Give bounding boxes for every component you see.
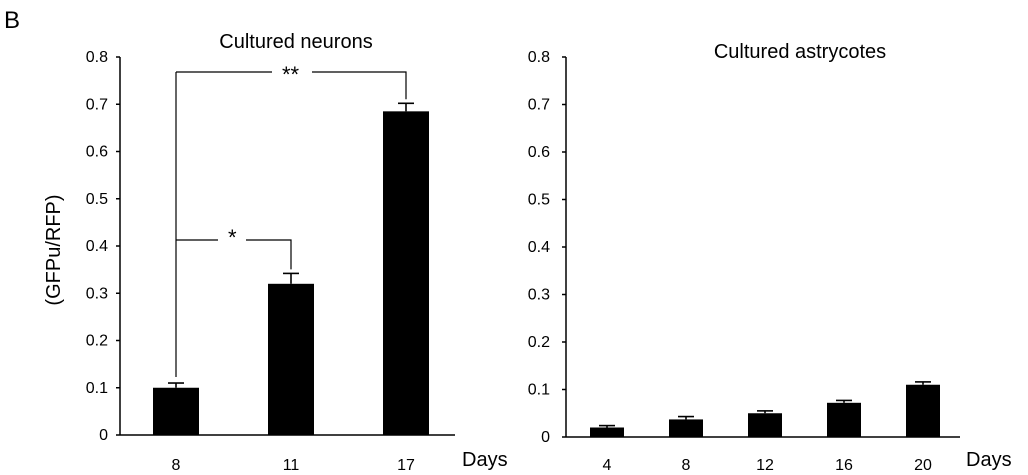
bar bbox=[748, 413, 782, 437]
x-tick-label: 8 bbox=[682, 457, 691, 474]
y-tick-label: 0 bbox=[541, 429, 550, 446]
significance-label: ** bbox=[282, 62, 300, 87]
y-axis-label: (GFPu/RFP) bbox=[43, 194, 65, 305]
y-tick-label: 0.8 bbox=[528, 49, 550, 66]
y-tick-label: 0.2 bbox=[528, 334, 550, 351]
x-tick-label: 4 bbox=[603, 457, 612, 474]
y-tick-label: 0.5 bbox=[86, 191, 108, 208]
bar bbox=[268, 283, 314, 435]
significance-label: * bbox=[228, 225, 237, 250]
x-tick-label: 16 bbox=[835, 457, 853, 474]
y-tick-label: 0.2 bbox=[86, 333, 108, 350]
chart-cultured-neurons: Cultured neurons 0 0.1 0.2 0.3 0.4 0.5 0.6 0.7 0.… bbox=[86, 31, 508, 474]
x-tick-label: 17 bbox=[397, 457, 415, 474]
significance-bracket-right bbox=[246, 239, 292, 270]
y-tick-label: 0.4 bbox=[528, 239, 550, 256]
bar bbox=[827, 402, 861, 437]
y-tick-label: 0.4 bbox=[86, 238, 108, 255]
y-tick-label: 0.8 bbox=[86, 49, 108, 66]
chart-title: Cultured astrycotes bbox=[714, 41, 886, 63]
y-tick-label: 0.3 bbox=[528, 287, 550, 304]
panel-label: B bbox=[4, 7, 20, 34]
y-tick-label: 0.1 bbox=[528, 382, 550, 399]
y-tick-label: 0 bbox=[99, 427, 108, 444]
bar bbox=[153, 387, 199, 435]
x-tick-label: 12 bbox=[756, 457, 774, 474]
chart-title: Cultured neurons bbox=[219, 31, 372, 53]
x-tick-label: 20 bbox=[914, 457, 932, 474]
y-tick-label: 0.6 bbox=[528, 144, 550, 161]
bar bbox=[383, 111, 429, 436]
y-tick-label: 0.3 bbox=[86, 285, 108, 302]
chart-cultured-astrocytes: Cultured astrycotes 0 0.1 0.2 0.3 0.4 0.5 0.6 0.… bbox=[528, 41, 1012, 474]
x-axis-label: Days bbox=[966, 449, 1012, 471]
x-tick-label: 11 bbox=[283, 457, 300, 474]
x-tick-label: 8 bbox=[172, 457, 181, 474]
y-tick-label: 0.7 bbox=[528, 97, 550, 114]
significance-bracket-right bbox=[312, 71, 407, 100]
y-tick-label: 0.6 bbox=[86, 144, 108, 161]
bar bbox=[590, 427, 624, 437]
y-tick-label: 0.1 bbox=[86, 380, 108, 397]
y-tick-label: 0.5 bbox=[528, 192, 550, 209]
bar bbox=[669, 419, 703, 437]
x-axis-label: Days bbox=[462, 449, 508, 471]
bar bbox=[906, 384, 940, 437]
y-tick-label: 0.7 bbox=[86, 96, 108, 113]
